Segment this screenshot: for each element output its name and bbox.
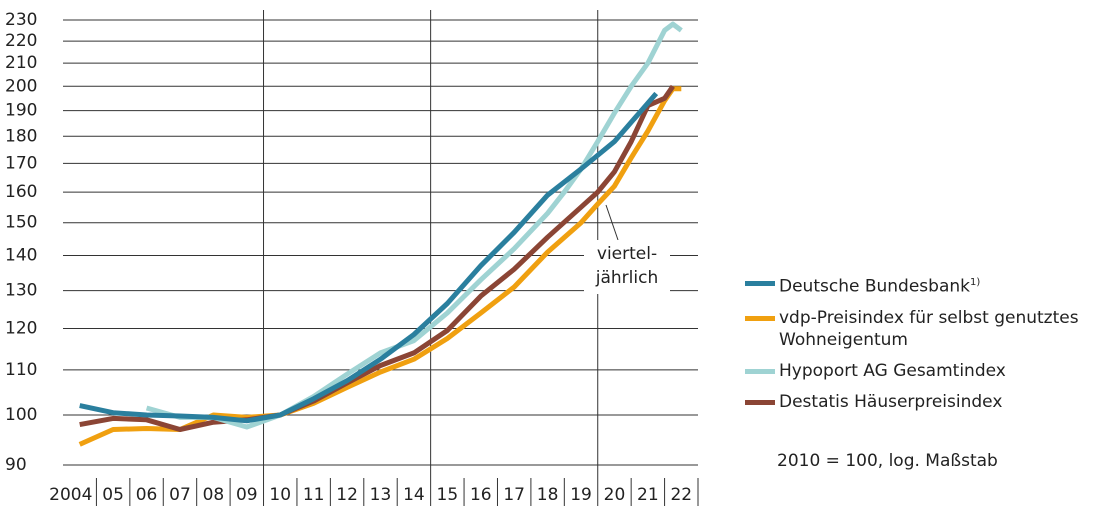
legend-swatch [745, 399, 775, 405]
x-tick-label: 05 [102, 485, 124, 505]
legend-name: Destatis Häuserpreisindex [779, 391, 1003, 412]
y-tick-label: 120 [5, 319, 37, 339]
legend-name: Hypoport AG Gesamtindex [779, 360, 1006, 381]
x-tick-label: 21 [637, 485, 659, 505]
x-tick-label: 17 [503, 485, 525, 505]
x-tick-label: 22 [670, 485, 692, 505]
y-tick-label: 90 [5, 455, 27, 475]
x-tick-label: 06 [136, 485, 158, 505]
legend-name: vdp-Preisindex für selbst genutztes Wohn… [779, 307, 1079, 350]
y-tick-label: 130 [5, 281, 37, 301]
annotation-box [584, 240, 670, 294]
y-tick-label: 110 [5, 360, 37, 380]
x-tick-label: 12 [336, 485, 358, 505]
y-tick-label: 180 [5, 126, 37, 146]
y-tick-label: 200 [5, 76, 37, 96]
legend-swatch [745, 315, 775, 321]
legend-label: Deutsche Bundesbank1) [779, 272, 980, 298]
legend-item: Destatis Häuserpreisindex [745, 391, 1115, 413]
x-tick-label: 07 [169, 485, 191, 505]
legend-label: vdp-Preisindex für selbst genutztes Wohn… [779, 307, 1115, 351]
annotation-leader [605, 204, 619, 241]
x-tick-label: 16 [470, 485, 492, 505]
footnote-mark: 1) [969, 277, 981, 288]
legend-item: vdp-Preisindex für selbst genutztes Wohn… [745, 307, 1115, 351]
y-tick-label: 150 [5, 213, 37, 233]
y-tick-label: 190 [5, 101, 37, 121]
note: 2010 = 100, log. Maßstab [777, 451, 998, 471]
series-line [79, 84, 675, 432]
y-tick-label: 160 [5, 182, 37, 202]
annotation: viertel- [597, 244, 657, 264]
x-tick-label: 11 [303, 485, 325, 505]
x-tick-label: 08 [203, 485, 225, 505]
x-tick-label: 13 [370, 485, 392, 505]
x-tick-label: 2004 [49, 485, 92, 505]
x-tick-label: 09 [236, 485, 258, 505]
x-tick-label: 18 [537, 485, 559, 505]
legend-name: Deutsche Bundesbank [779, 276, 970, 297]
x-tick-label: 20 [604, 485, 626, 505]
legend-swatch [745, 281, 775, 286]
x-tick-label: 15 [437, 485, 459, 505]
annotation: jährlich [595, 268, 658, 288]
legend-swatch [745, 368, 775, 374]
series-line [79, 91, 659, 424]
y-tick-label: 140 [5, 245, 37, 265]
series-line [145, 21, 683, 430]
legend-item: Hypoport AG Gesamtindex [745, 360, 1115, 382]
x-tick-label: 14 [403, 485, 425, 505]
legend-label: Destatis Häuserpreisindex [779, 391, 1002, 413]
x-tick-label: 19 [570, 485, 592, 505]
y-tick-label: 230 [5, 10, 37, 30]
legend-item: Deutsche Bundesbank1) [745, 272, 1115, 298]
y-tick-label: 170 [5, 153, 37, 173]
x-tick-label: 10 [269, 485, 291, 505]
legend-label: Hypoport AG Gesamtindex [779, 360, 1006, 382]
y-tick-label: 100 [5, 405, 37, 425]
y-tick-label: 220 [5, 31, 37, 51]
y-tick-label: 210 [5, 53, 37, 73]
legend: Deutsche Bundesbank1) vdp-Preisindex für … [745, 272, 1115, 422]
